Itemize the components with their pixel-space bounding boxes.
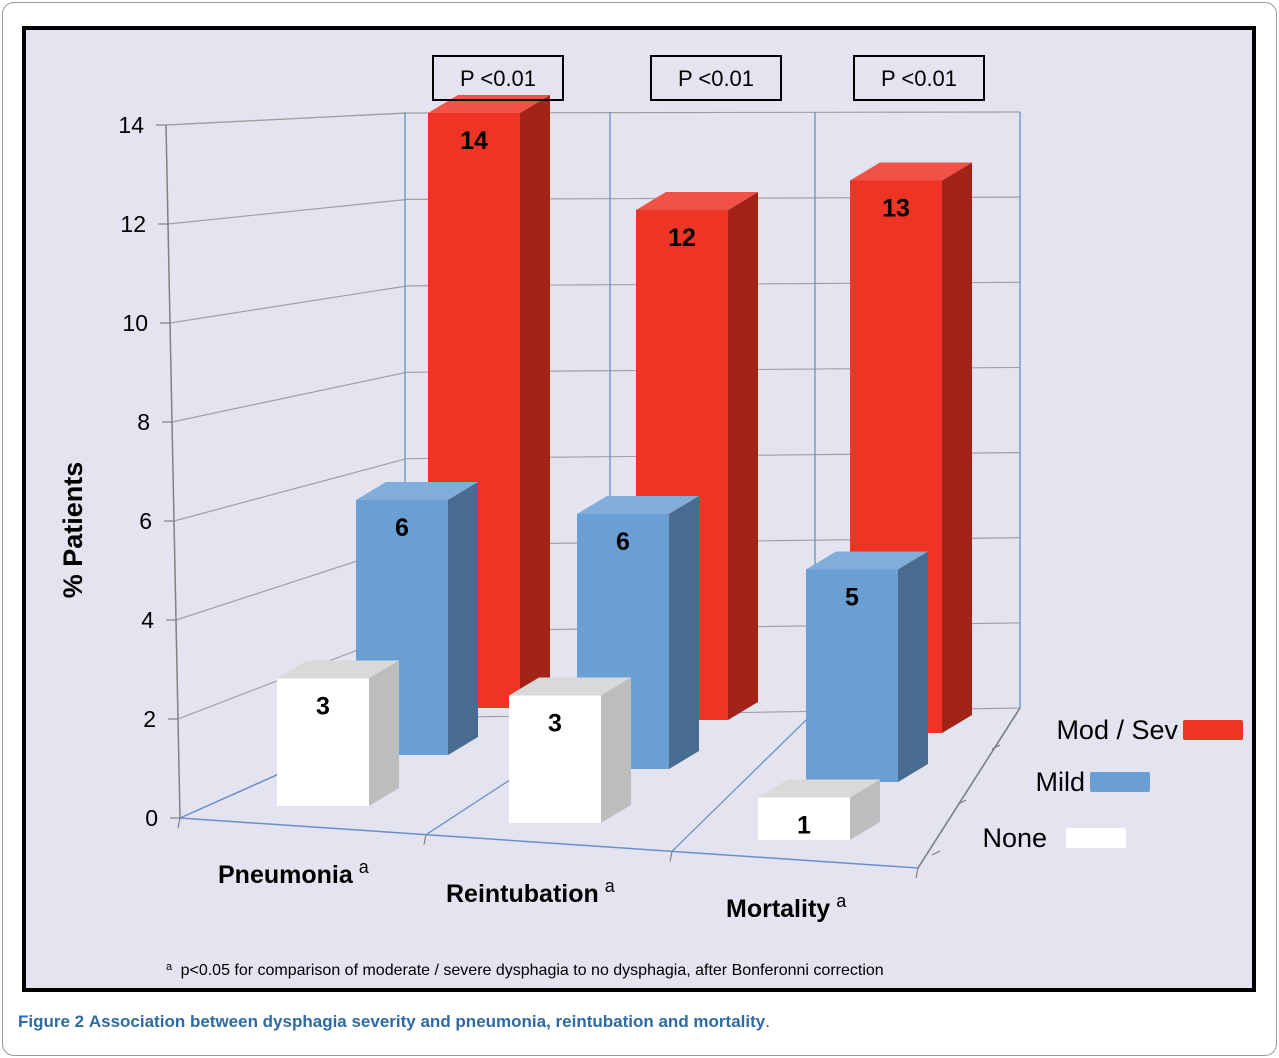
category-label: Reintubation a [446, 876, 616, 908]
bar-top [509, 677, 631, 696]
legend: Mod / Sev Mild None [982, 715, 1243, 853]
bar-data-label: 14 [460, 127, 488, 155]
gridline [169, 281, 1021, 324]
p-value-box-frame [650, 55, 782, 101]
category-superscript: a [359, 857, 370, 877]
figure-caption: Figure 2 Association between dysphagia s… [18, 1012, 770, 1032]
category-name: Pneumonia [218, 861, 354, 889]
x-tick-mark [669, 851, 673, 862]
p-value-text: P <0.01 [460, 66, 536, 91]
category-name: Mortality [726, 895, 830, 923]
bar-side [728, 192, 758, 720]
bar-none-reintubation: 3 [509, 677, 631, 823]
p-value-box-frame [432, 55, 564, 101]
bar-data-label: 5 [845, 584, 859, 612]
legend-label: Mod / Sev [1056, 715, 1178, 745]
p-value-text: P <0.01 [881, 66, 957, 91]
bar-none-mortality: 1 [758, 779, 880, 840]
legend-item-mod-sev: Mod / Sev [1056, 715, 1243, 745]
bar-front [509, 695, 601, 823]
y-tick-label: 8 [137, 409, 150, 435]
bar-layer: 14 12 13 6 6 5 3 3 1 [277, 95, 972, 840]
floor-divider [671, 710, 816, 852]
bar-top [356, 482, 478, 500]
y-tick-label: 2 [143, 706, 156, 732]
depth-axis-line [917, 707, 1021, 869]
y-tick-label: 12 [120, 211, 146, 237]
bar-none-pneumonia: 3 [277, 660, 399, 806]
p-value-text: P <0.01 [678, 66, 754, 91]
footnote-marker: a [166, 961, 173, 973]
bar-side [669, 496, 699, 769]
bar-top [277, 660, 399, 679]
y-tick-layer: 0 2 4 6 8 10 12 14 [118, 112, 180, 831]
p-value-box-frame [853, 55, 985, 101]
legend-swatch [1090, 772, 1150, 792]
bar-side [942, 162, 972, 733]
bar-data-label: 13 [882, 195, 910, 223]
bar-side [520, 95, 550, 708]
bar-top [636, 192, 758, 210]
bar-data-label: 6 [395, 514, 409, 542]
depth-tick-mark [991, 744, 1001, 750]
y-tick-label: 6 [139, 508, 152, 534]
bar-data-label: 1 [797, 812, 811, 840]
bar-top [577, 496, 699, 514]
bar-side [898, 551, 928, 782]
bar-side [601, 677, 631, 823]
legend-swatch [1066, 828, 1126, 848]
bar-data-label: 3 [548, 710, 562, 738]
figure-title: Association between dysphagia severity a… [88, 1012, 766, 1031]
bar-data-label: 6 [616, 528, 630, 556]
bar-front [277, 678, 369, 806]
gridline [165, 112, 406, 126]
category-superscript: a [605, 876, 616, 896]
bar-front [806, 569, 898, 782]
bar-data-label: 12 [668, 224, 696, 252]
footnote-text: p<0.05 for comparison of moderate / seve… [181, 962, 884, 979]
category-name: Reintubation [446, 880, 599, 908]
figure-label: Figure 2 [18, 1012, 85, 1031]
category-label: Pneumonia a [218, 857, 370, 889]
bar-top [758, 779, 880, 798]
y-tick-label: 0 [145, 805, 158, 831]
legend-item-mild: Mild [1035, 767, 1150, 797]
x-tick-mark [423, 834, 427, 845]
y-tick-label: 10 [122, 310, 148, 336]
caption-end: . [765, 1012, 770, 1031]
annotation-layer: P <0.01 P <0.01 P <0.01 [432, 55, 985, 101]
legend-label: Mild [1035, 767, 1085, 797]
bar-top [850, 162, 972, 181]
legend-label: None [982, 823, 1047, 853]
y-axis-line [165, 124, 181, 819]
category-superscript: a [836, 891, 847, 911]
depth-tick-mark [957, 799, 967, 805]
y-axis-label: % Patients [58, 462, 88, 599]
bar-data-label: 3 [316, 693, 330, 721]
bar-top [806, 551, 928, 570]
legend-swatch [1183, 720, 1243, 740]
y-tick-label: 4 [141, 607, 154, 633]
depth-tick-mark [931, 850, 941, 856]
bar-side [850, 779, 880, 840]
bar-side [448, 482, 478, 755]
bar-front [758, 797, 850, 840]
x-tick-mark [915, 867, 919, 879]
p-value-box: P <0.01 [650, 55, 782, 101]
x-tick-mark [177, 817, 181, 829]
category-label: Mortality a [726, 891, 847, 923]
bar-mild-mortality: 5 [806, 551, 928, 782]
p-value-box: P <0.01 [853, 55, 985, 101]
footnote: a p<0.05 for comparison of moderate / se… [166, 957, 884, 979]
bar-side [369, 660, 399, 806]
y-tick-label: 14 [118, 112, 144, 138]
legend-item-none: None [982, 823, 1126, 853]
gridline [167, 196, 1021, 225]
bar-mild-pneumonia: 6 [356, 482, 478, 755]
p-value-box: P <0.01 [432, 55, 564, 101]
